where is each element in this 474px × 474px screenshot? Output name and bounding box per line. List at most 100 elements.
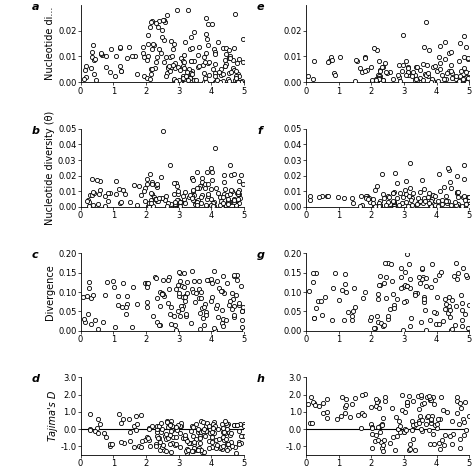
Point — [374, 398, 381, 405]
Point — [223, 426, 231, 433]
Point — [416, 188, 424, 195]
Point — [434, 197, 442, 205]
Point — [359, 294, 366, 301]
Point — [182, 310, 190, 318]
Point — [198, 448, 205, 456]
Point — [358, 392, 366, 399]
Point — [455, 188, 462, 196]
Point — [446, 313, 454, 321]
Point — [389, 197, 397, 205]
Point — [152, 181, 160, 188]
Point — [459, 322, 466, 329]
Point — [421, 71, 429, 78]
Point — [176, 312, 183, 319]
Point — [399, 193, 406, 201]
Point — [355, 411, 362, 419]
Point — [440, 184, 447, 191]
Point — [191, 298, 199, 306]
Point — [390, 189, 398, 196]
Point — [181, 432, 189, 439]
Point — [88, 191, 96, 199]
Point — [428, 412, 436, 420]
Point — [230, 67, 237, 74]
Point — [463, 426, 470, 433]
Point — [451, 198, 458, 206]
Point — [387, 260, 395, 267]
Point — [414, 392, 421, 400]
Point — [409, 73, 416, 80]
Point — [397, 264, 405, 272]
Point — [192, 420, 200, 428]
Point — [403, 282, 411, 290]
Point — [89, 175, 96, 182]
Point — [427, 396, 435, 403]
Point — [215, 284, 223, 292]
Point — [398, 200, 406, 207]
Point — [117, 44, 124, 52]
Point — [374, 296, 382, 303]
Point — [338, 286, 346, 294]
Point — [134, 201, 141, 209]
Point — [448, 296, 456, 304]
Point — [455, 77, 462, 85]
Point — [342, 288, 350, 296]
Point — [146, 75, 153, 82]
Point — [93, 176, 101, 183]
Point — [334, 193, 342, 201]
Point — [401, 425, 409, 432]
Point — [190, 277, 198, 285]
Point — [204, 20, 211, 28]
Point — [230, 199, 237, 206]
Point — [150, 41, 157, 49]
Point — [427, 440, 434, 447]
Point — [422, 420, 430, 428]
Point — [189, 196, 196, 203]
Point — [375, 200, 383, 207]
Point — [181, 293, 189, 301]
Point — [374, 203, 382, 210]
Point — [202, 423, 210, 430]
Point — [181, 292, 189, 300]
Point — [112, 178, 119, 185]
Point — [144, 40, 152, 48]
Point — [406, 446, 414, 453]
Point — [93, 424, 100, 432]
Point — [167, 320, 175, 328]
Point — [181, 51, 188, 59]
Point — [153, 318, 160, 325]
Point — [119, 415, 127, 422]
Point — [200, 427, 207, 434]
Point — [463, 78, 471, 86]
Point — [225, 54, 233, 62]
Point — [235, 299, 243, 307]
Point — [118, 303, 126, 310]
Point — [221, 185, 229, 192]
Point — [169, 45, 177, 53]
Point — [433, 420, 440, 428]
Point — [216, 193, 224, 201]
Point — [171, 442, 179, 449]
Point — [187, 74, 194, 82]
Point — [94, 325, 101, 332]
Point — [180, 283, 188, 291]
Point — [139, 44, 146, 51]
Point — [429, 64, 437, 71]
Point — [374, 318, 382, 326]
Point — [412, 420, 420, 428]
Point — [154, 198, 162, 205]
Point — [341, 271, 349, 278]
Point — [396, 428, 404, 436]
Point — [190, 447, 197, 455]
Point — [212, 77, 220, 85]
Point — [230, 421, 237, 429]
Point — [383, 69, 391, 77]
Point — [221, 63, 228, 70]
Point — [218, 201, 226, 208]
Point — [348, 194, 356, 201]
Point — [220, 172, 228, 179]
Point — [404, 64, 412, 72]
Point — [405, 260, 412, 268]
Point — [143, 56, 151, 64]
Point — [431, 276, 439, 283]
Point — [448, 326, 456, 333]
